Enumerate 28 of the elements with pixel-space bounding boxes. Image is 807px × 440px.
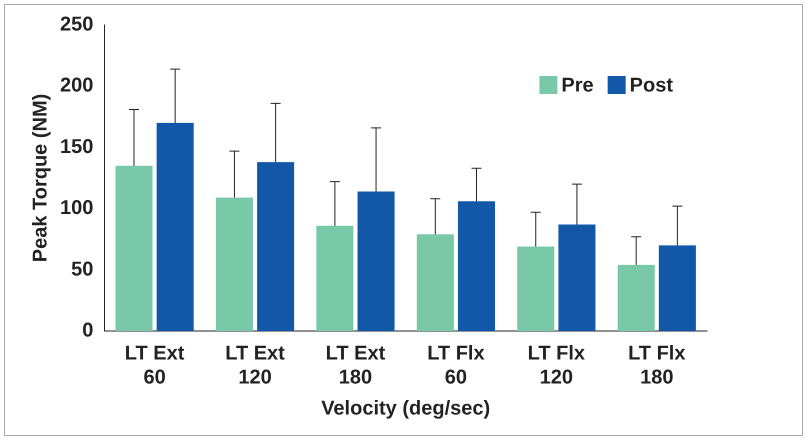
bar (618, 264, 655, 331)
bar (156, 122, 194, 331)
y-axis-title: Peak Torque (NM) (30, 94, 52, 262)
bar (316, 226, 354, 331)
legend-label: Post (630, 74, 674, 97)
y-tick-label: 0 (82, 320, 94, 342)
y-tick-label: 150 (60, 136, 94, 158)
x-tick-label: LT Flx 180 (628, 342, 686, 389)
x-axis-title: Velocity (deg/sec) (321, 398, 490, 420)
x-tick-label: LT Flx 120 (528, 342, 586, 389)
bar (558, 224, 596, 331)
x-tick-label: LT Ext 60 (124, 342, 185, 389)
bar (658, 245, 696, 331)
bar (416, 234, 454, 331)
bar (115, 166, 153, 331)
legend-label: Pre (561, 74, 594, 97)
x-tick-label: LT Flx 60 (427, 342, 485, 389)
y-tick-label: 100 (60, 197, 94, 220)
x-tick-label: LT Ext 180 (326, 342, 386, 389)
bar (216, 198, 253, 331)
y-tick-label: 200 (60, 74, 94, 97)
bar (517, 246, 554, 331)
bar (358, 191, 395, 331)
y-tick-label: 250 (60, 14, 94, 36)
bar (257, 162, 294, 331)
y-tick-label: 50 (71, 258, 94, 280)
bar (458, 201, 496, 331)
x-tick-label: LT Ext 120 (225, 342, 286, 389)
